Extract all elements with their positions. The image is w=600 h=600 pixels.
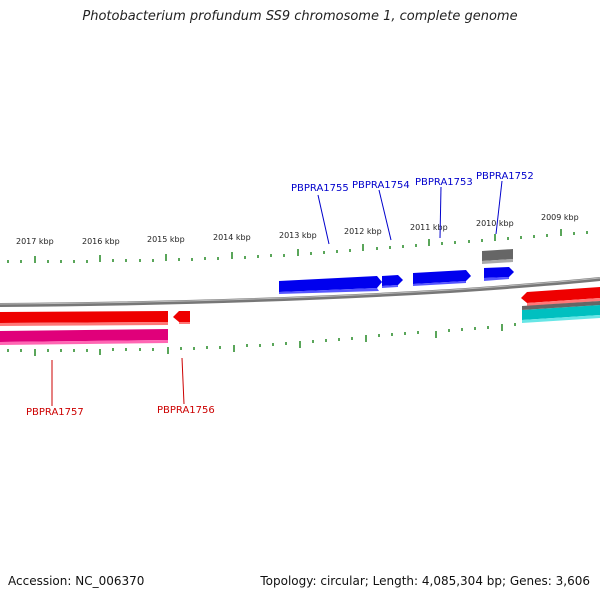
kbp-label: 2014 kbp [213,233,251,242]
genome-title: Photobacterium profundum SS9 chromosome … [82,9,518,24]
kbp-label: 2013 kbp [279,231,317,240]
kbp-label: 2012 kbp [344,227,382,236]
gray-feature [482,249,513,261]
gene-label-PBPRA1755[interactable]: PBPRA1755 [291,183,349,194]
gene-labels: PBPRA1755 PBPRA1754 PBPRA1753 PBPRA1752 … [26,171,534,418]
kbp-label: 2010 kbp [476,219,514,228]
gene-label-PBPRA1754[interactable]: PBPRA1754 [352,180,410,191]
kbp-label: 2017 kbp [16,237,54,246]
kbp-label: 2016 kbp [82,237,120,246]
gene-label-PBPRA1756[interactable]: PBPRA1756 [157,405,215,416]
chromosome-backbone [0,277,600,307]
kbp-label: 2009 kbp [541,213,579,222]
upper-tick-ruler [7,229,588,263]
gene-PBPRA1756[interactable] [173,311,190,322]
gene-PBPRA1757[interactable] [0,311,168,323]
gene-PBPRA1753[interactable] [413,270,471,284]
kbp-label: 2015 kbp [147,235,185,244]
gene-label-PBPRA1752[interactable]: PBPRA1752 [476,171,534,182]
magenta-track [0,329,168,342]
gene-PBPRA1755[interactable] [279,276,382,292]
accession-text: Accession: NC_006370 [8,574,145,588]
label-leaders [51,180,503,406]
genome-summary-text: Topology: circular; Length: 4,085,304 bp… [260,574,590,588]
gene-PBPRA1754[interactable] [382,275,403,286]
gene-right-red[interactable] [521,287,600,303]
lower-tick-ruler [7,323,516,356]
kbp-label: 2011 kbp [410,223,448,232]
gene-label-PBPRA1757[interactable]: PBPRA1757 [26,407,84,418]
gene-label-PBPRA1753[interactable]: PBPRA1753 [415,177,473,188]
kbp-axis-labels: 2017 kbp 2016 kbp 2015 kbp 2014 kbp 2013… [16,213,579,246]
reverse-genes [0,287,600,326]
forward-genes [279,267,514,294]
gene-PBPRA1752[interactable] [484,267,514,278]
